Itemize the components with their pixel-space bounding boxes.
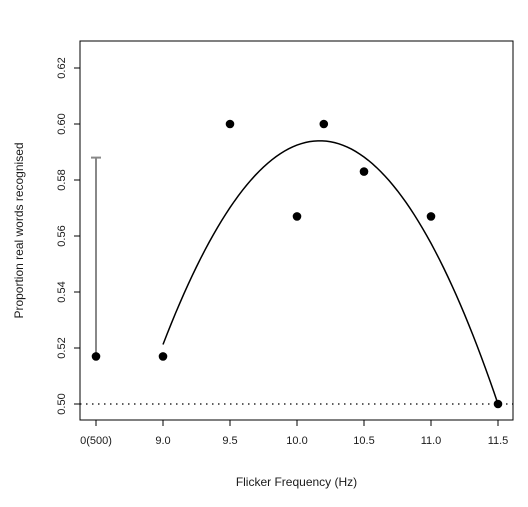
data-point [319, 119, 329, 129]
x-tick-label: 0(500) [80, 435, 112, 447]
data-point [292, 212, 302, 221]
error-bar-layer [91, 156, 101, 357]
y-axis-title: Proportion real words recognised [12, 142, 26, 318]
x-tick-label: 10.0 [286, 435, 307, 447]
points-layer [91, 119, 503, 409]
data-point [158, 352, 168, 361]
y-tick-label: 0.60 [56, 113, 68, 134]
x-axis: 0(500) 9.0 9.5 10.0 10.5 11.0 11.5 [80, 420, 508, 447]
fit-curve-layer [162, 140, 499, 405]
plot-frame [79, 40, 514, 421]
x-tick-label: 9.0 [155, 435, 170, 447]
y-tick-label: 0.56 [56, 225, 68, 246]
y-axis: 0.50 0.52 0.54 0.56 0.58 0.60 0.62 [56, 57, 80, 415]
y-tick-label: 0.62 [56, 57, 68, 78]
y-tick-label: 0.50 [56, 393, 68, 414]
y-tick-label: 0.54 [56, 281, 68, 302]
y-tick-label: 0.58 [56, 169, 68, 190]
data-point [426, 212, 436, 221]
data-point [225, 119, 235, 129]
x-tick-label: 10.5 [353, 435, 374, 447]
x-tick-label: 9.5 [222, 435, 237, 447]
y-tick-label: 0.52 [56, 337, 68, 358]
x-tick-label: 11.5 [488, 435, 509, 447]
x-tick-label: 11.0 [421, 435, 442, 447]
fit-curve [162, 140, 499, 405]
x-axis-title: Flicker Frequency (Hz) [236, 475, 357, 489]
data-point [493, 399, 503, 409]
data-point [359, 167, 369, 176]
data-point [91, 352, 101, 361]
